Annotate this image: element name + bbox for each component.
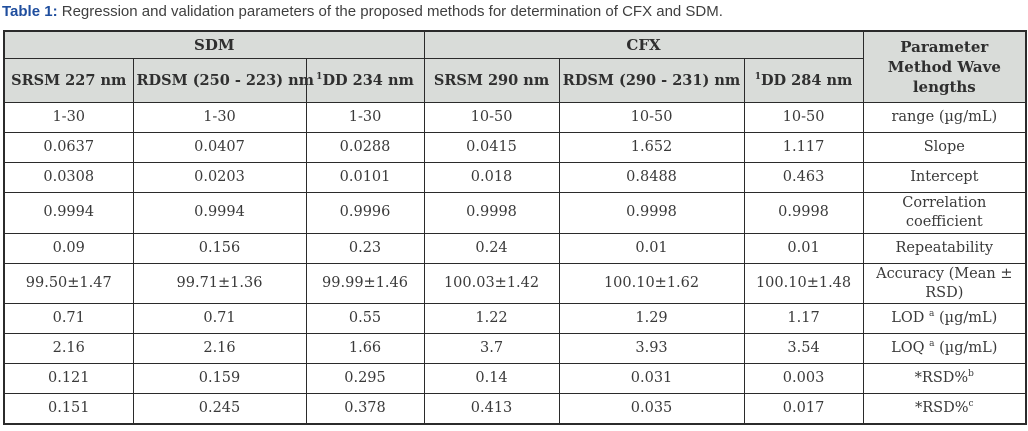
value-cell: 0.71 xyxy=(132,303,307,335)
value-cell: 0.017 xyxy=(743,393,864,425)
group-header-sdm: SDM xyxy=(3,30,425,59)
method-column-header-0: SRSM 227 nm xyxy=(3,58,134,103)
value-cell: 0.035 xyxy=(558,393,745,425)
value-cell: 0.9994 xyxy=(132,192,307,234)
value-cell: 0.159 xyxy=(132,363,307,395)
value-cell: 0.0101 xyxy=(305,162,425,193)
value-cell: 0.55 xyxy=(305,303,425,335)
value-cell: 100.10±1.48 xyxy=(743,262,864,305)
value-cell: 2.16 xyxy=(132,333,307,365)
value-cell: 0.0308 xyxy=(3,162,134,193)
value-cell: 0.01 xyxy=(743,232,864,264)
parameter-label-cell: Correlation coefficient xyxy=(862,192,1027,234)
table-caption: Table 1: Regression and validation param… xyxy=(2,2,1028,21)
value-cell: 0.121 xyxy=(3,363,134,395)
table-body: 1-30 1-30 1-30 10-50 10-50 10-50 range (µg/mL)… xyxy=(3,102,1027,425)
value-cell: 99.50±1.47 xyxy=(3,262,134,305)
value-cell: 1.652 xyxy=(558,132,745,163)
parameter-label-cell: *RSD%c xyxy=(862,393,1027,425)
table-row: 0.0637 0.0407 0.0288 0.0415 1.652 1.117 Slope xyxy=(3,132,1027,163)
value-cell: 0.71 xyxy=(3,303,134,335)
table-row: 0.9994 0.9994 0.9996 0.9998 0.9998 0.9998 Corr… xyxy=(3,192,1027,234)
value-cell: 1-30 xyxy=(132,102,307,133)
parameter-label-cell: *RSD%b xyxy=(862,363,1027,395)
parameter-label-cell: LOQ a (µg/mL) xyxy=(862,333,1027,365)
table-caption-text: Regression and validation parameters of … xyxy=(57,3,723,20)
value-cell: 1.17 xyxy=(743,303,864,335)
table-row: 99.50±1.47 99.71±1.36 99.99±1.46 100.03±1.4… xyxy=(3,262,1027,305)
value-cell: 0.09 xyxy=(3,232,134,264)
parameter-label-cell: Accuracy (Mean ± RSD) xyxy=(862,262,1027,305)
value-cell: 0.9998 xyxy=(558,192,745,234)
method-column-header-5: 1DD 284 nm xyxy=(743,58,864,103)
parameter-label-cell: LOD a (µg/mL) xyxy=(862,303,1027,335)
method-column-header-4: RDSM (290 - 231) nm xyxy=(558,58,745,103)
value-cell: 0.9998 xyxy=(423,192,560,234)
method-column-header-2: 1DD 234 nm xyxy=(305,58,425,103)
value-cell: 10-50 xyxy=(423,102,560,133)
value-cell: 0.0407 xyxy=(132,132,307,163)
value-cell: 0.9996 xyxy=(305,192,425,234)
value-cell: 1-30 xyxy=(3,102,134,133)
value-cell: 99.99±1.46 xyxy=(305,262,425,305)
table-row: 0.09 0.156 0.23 0.24 0.01 0.01 Repeatability xyxy=(3,232,1027,264)
value-cell: 0.413 xyxy=(423,393,560,425)
value-cell: 0.0288 xyxy=(305,132,425,163)
method-header-row: SRSM 227 nm RDSM (250 - 223) nm 1DD 234 nm… xyxy=(3,58,1026,103)
value-cell: 0.14 xyxy=(423,363,560,395)
value-cell: 0.245 xyxy=(132,393,307,425)
value-cell: 0.9994 xyxy=(3,192,134,234)
value-cell: 3.93 xyxy=(558,333,745,365)
value-cell: 1.117 xyxy=(743,132,864,163)
value-cell: 0.151 xyxy=(3,393,134,425)
value-cell: 2.16 xyxy=(3,333,134,365)
table-row: 2.16 2.16 1.66 3.7 3.93 3.54 LOQ a (µg/mL) xyxy=(3,333,1027,365)
value-cell: 100.03±1.42 xyxy=(423,262,560,305)
value-cell: 0.018 xyxy=(423,162,560,193)
value-cell: 0.24 xyxy=(423,232,560,264)
table-row: 1-30 1-30 1-30 10-50 10-50 10-50 range (µg/mL) xyxy=(3,102,1027,133)
value-cell: 3.54 xyxy=(743,333,864,365)
parameter-label-cell: Repeatability xyxy=(862,232,1027,264)
value-cell: 0.23 xyxy=(305,232,425,264)
value-cell: 10-50 xyxy=(743,102,864,133)
table-row: 0.0308 0.0203 0.0101 0.018 0.8488 0.463 Interc… xyxy=(3,162,1027,193)
value-cell: 0.9998 xyxy=(743,192,864,234)
value-cell: 99.71±1.36 xyxy=(132,262,307,305)
value-cell: 0.0637 xyxy=(3,132,134,163)
table-row: 0.121 0.159 0.295 0.14 0.031 0.003 *RSD%b xyxy=(3,363,1027,395)
value-cell: 1.29 xyxy=(558,303,745,335)
value-cell: 0.031 xyxy=(558,363,745,395)
table-row: 0.71 0.71 0.55 1.22 1.29 1.17 LOD a (µg/mL) xyxy=(3,303,1027,335)
value-cell: 0.01 xyxy=(558,232,745,264)
parameter-column-header: Parameter Method Wave lengths xyxy=(862,30,1027,103)
group-header-row: SDM CFX Parameter Method Wave lengths xyxy=(3,30,1027,103)
parameter-label-cell: Intercept xyxy=(862,162,1027,193)
value-cell: 3.7 xyxy=(423,333,560,365)
value-cell: 1-30 xyxy=(305,102,425,133)
value-cell: 0.003 xyxy=(743,363,864,395)
value-cell: 1.66 xyxy=(305,333,425,365)
group-header-cfx: CFX xyxy=(423,30,864,59)
value-cell: 0.0203 xyxy=(132,162,307,193)
table-caption-label: Table 1: xyxy=(2,3,58,20)
parameter-label-cell: range (µg/mL) xyxy=(862,102,1027,133)
value-cell: 0.295 xyxy=(305,363,425,395)
table-row: 0.151 0.245 0.378 0.413 0.035 0.017 *RSD%c xyxy=(3,393,1027,425)
value-cell: 0.378 xyxy=(305,393,425,425)
method-column-header-3: SRSM 290 nm xyxy=(423,58,560,103)
parameter-label-cell: Slope xyxy=(862,132,1027,163)
value-cell: 0.156 xyxy=(132,232,307,264)
value-cell: 10-50 xyxy=(558,102,745,133)
value-cell: 0.463 xyxy=(743,162,864,193)
value-cell: 1.22 xyxy=(423,303,560,335)
value-cell: 0.0415 xyxy=(423,132,560,163)
value-cell: 0.8488 xyxy=(558,162,745,193)
value-cell: 100.10±1.62 xyxy=(558,262,745,305)
method-column-header-1: RDSM (250 - 223) nm xyxy=(132,58,314,103)
regression-parameters-table: SDM CFX Parameter Method Wave lengths SR… xyxy=(3,30,1028,426)
